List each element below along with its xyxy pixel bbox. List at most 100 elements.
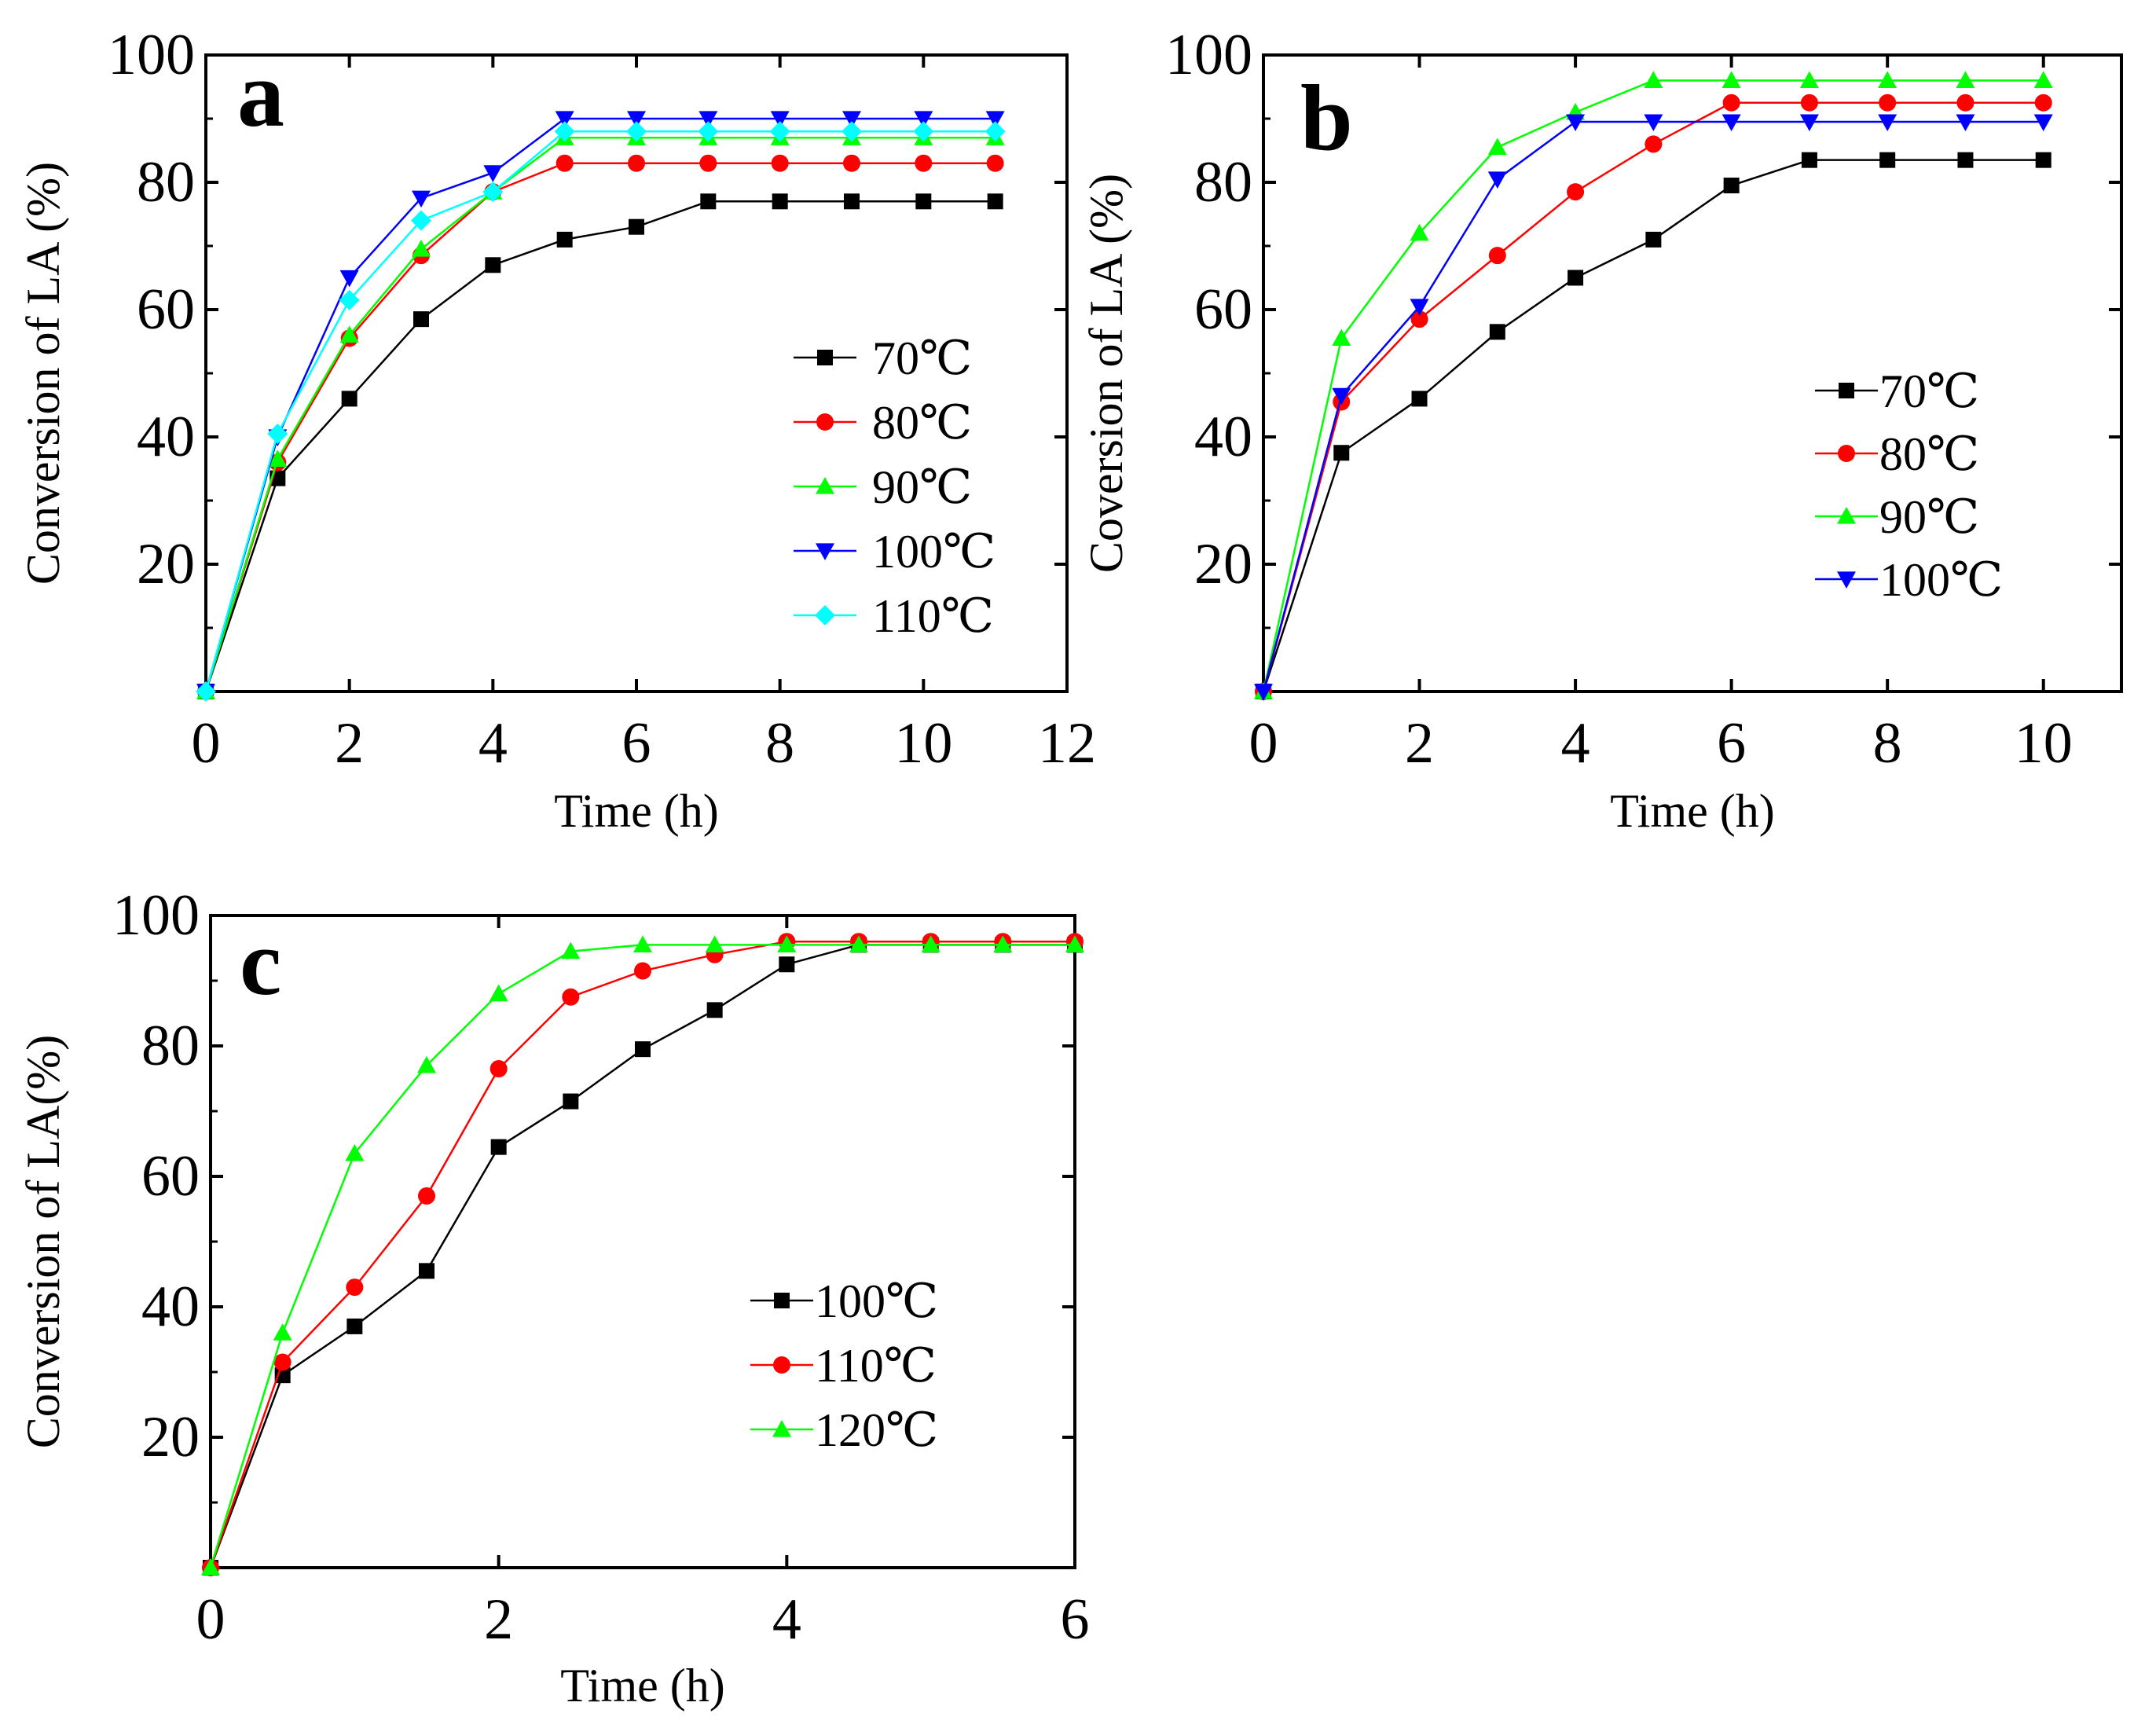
data-point (1566, 114, 1586, 132)
y-tick-label: 100 (112, 883, 200, 948)
data-point (843, 154, 860, 172)
series-line (204, 137, 996, 692)
y-axis-label: Conversion of LA (%) (17, 162, 69, 585)
data-point (483, 165, 503, 182)
series-line (204, 162, 996, 692)
y-tick-label: 20 (137, 532, 195, 596)
data-point (628, 154, 645, 172)
data-point (1956, 94, 1974, 112)
data-point (1411, 391, 1428, 407)
data-point (1487, 138, 1507, 156)
data-point (985, 111, 1005, 128)
legend-entry: 70℃ (794, 332, 972, 384)
panel-letter: c (240, 910, 281, 1014)
data-point (1956, 114, 1975, 132)
y-tick-label: 80 (137, 150, 195, 215)
series-line (204, 130, 996, 692)
y-tick-label: 20 (1194, 532, 1252, 596)
series-line (209, 944, 1075, 1568)
data-point (419, 1263, 434, 1279)
data-point (273, 1353, 292, 1371)
data-point (1879, 94, 1897, 112)
data-point (1957, 152, 1974, 168)
legend-entry: 100℃ (1815, 554, 2003, 606)
legend-entry: 90℃ (1815, 491, 1979, 543)
data-point (842, 121, 862, 142)
series-2 (1255, 94, 2052, 700)
data-point (1410, 223, 1429, 241)
data-point (984, 121, 1006, 142)
data-point (489, 984, 508, 1002)
data-point (1722, 114, 1741, 132)
x-tick-label: 2 (484, 1587, 513, 1652)
data-point (1799, 71, 1819, 88)
data-point (986, 154, 1004, 172)
series-line (204, 117, 996, 692)
data-point (699, 154, 717, 172)
legend-entry: 80℃ (794, 397, 972, 449)
data-point (2034, 94, 2052, 112)
data-point (777, 935, 797, 952)
data-point (482, 182, 504, 203)
data-point (1410, 310, 1428, 328)
legend-entry: 90℃ (794, 461, 972, 513)
data-point (339, 289, 360, 310)
data-point (490, 1139, 507, 1155)
legend-marker (1837, 507, 1856, 524)
data-point (268, 449, 288, 467)
data-point (1878, 114, 1898, 132)
data-point (412, 190, 431, 208)
data-point (2033, 114, 2053, 132)
data-point (556, 231, 573, 248)
data-point (633, 935, 652, 952)
data-point (706, 1002, 723, 1018)
x-tick-label: 0 (1249, 711, 1278, 776)
data-point (2035, 152, 2052, 168)
x-tick-label: 4 (478, 711, 508, 776)
series-3 (1254, 71, 2053, 699)
legend-marker (1838, 445, 1855, 462)
y-tick-label: 60 (137, 277, 195, 342)
data-point (196, 681, 216, 702)
data-point (562, 988, 580, 1006)
y-tick-label: 60 (1194, 277, 1252, 342)
x-tick-label: 8 (1873, 711, 1902, 776)
data-point (341, 391, 358, 407)
data-point (700, 193, 717, 210)
series-line (209, 944, 1075, 1568)
legend-marker (1839, 383, 1854, 398)
legend-marker (1837, 571, 1856, 589)
data-point (705, 935, 724, 952)
data-point (1879, 152, 1896, 168)
data-point (1956, 71, 1975, 88)
y-axis-label: Conversion of LA(%) (17, 1035, 69, 1449)
data-point (1332, 387, 1351, 405)
x-tick-label: 6 (622, 711, 651, 776)
x-tick-label: 2 (335, 711, 364, 776)
x-tick-label: 0 (196, 1587, 226, 1652)
legend-entry: 120℃ (750, 1404, 938, 1456)
data-point (1332, 328, 1351, 347)
data-point (1644, 114, 1663, 132)
data-point (921, 935, 940, 952)
data-point (1644, 71, 1663, 88)
panel-a: 20 40 60 80 100 0 2 4 6 8 10 12 Time (h) Conversion o… (17, 23, 1096, 837)
y-tick-label: 100 (1165, 23, 1252, 87)
legend-label: 80℃ (872, 397, 972, 449)
x-tick-label: 6 (1717, 711, 1746, 776)
data-point (1488, 247, 1506, 265)
data-point (1722, 94, 1740, 112)
data-point (1799, 114, 1819, 132)
data-point (339, 325, 359, 343)
legend-marker (816, 543, 834, 560)
data-point (555, 111, 574, 128)
x-tick-label: 8 (765, 711, 794, 776)
series-2 (202, 933, 1084, 1576)
panel-b: 20 40 60 80 100 0 2 4 6 8 10 Time (h) Coversion of L… (1080, 23, 2123, 837)
y-tick-label: 60 (141, 1144, 200, 1209)
legend-label: 90℃ (1879, 491, 1979, 543)
legend-marker (774, 1293, 790, 1308)
data-point (849, 935, 868, 952)
panel-c: 20 40 60 80 100 0 2 4 6 Time (h) Conversion of LA(… (17, 883, 1090, 1711)
